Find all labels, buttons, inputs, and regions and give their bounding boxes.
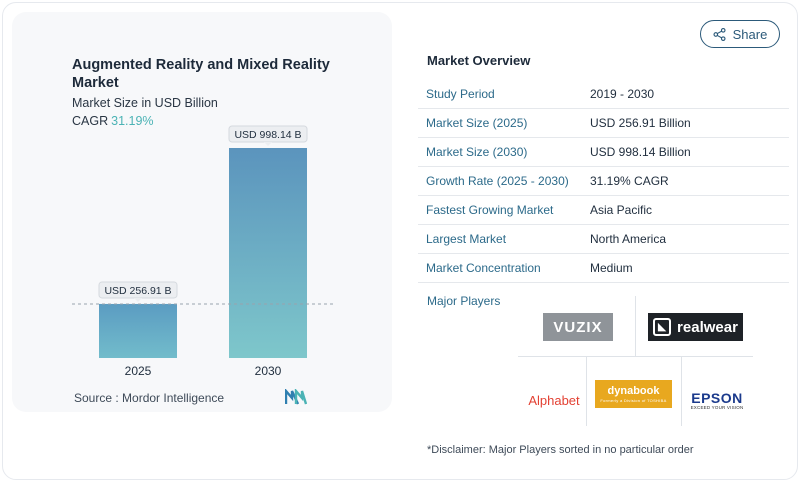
realwear-mark-icon: ◣: [653, 318, 672, 336]
overview-value: 31.19% CAGR: [590, 174, 669, 188]
dynabook-logo-text: dynabook: [607, 385, 660, 397]
players-grid-divider: [635, 296, 636, 356]
chart-subtitle: Market Size in USD Billion: [72, 96, 218, 110]
x-tick-label: 2030: [255, 364, 282, 378]
source-note: Source : Mordor Intelligence: [74, 391, 225, 405]
share-icon: [713, 27, 726, 41]
data-label-pointer: [264, 142, 272, 146]
epson-logo-text: EPSON: [691, 389, 743, 406]
overview-row-market-size-2030: Market Size (2030) USD 998.14 Billion: [418, 138, 789, 167]
overview-value: USD 998.14 Billion: [590, 145, 691, 159]
overview-row-study-period: Study Period 2019 - 2030: [418, 80, 789, 109]
players-grid-divider: [681, 356, 682, 426]
overview-label: Market Size (2030): [426, 145, 528, 159]
overview-row-concentration: Market Concentration Medium: [418, 254, 789, 283]
alphabet-logo-text: Alphabet: [528, 392, 580, 408]
overview-value: Medium: [590, 261, 633, 275]
x-tick-label: 2025: [125, 364, 152, 378]
data-label-pointer: [134, 297, 142, 302]
overview-label: Fastest Growing Market: [426, 203, 554, 217]
overview-row-largest-market: Largest Market North America: [418, 225, 789, 254]
alphabet-logo: Alphabet: [524, 390, 584, 410]
data-label: USD 998.14 B: [234, 129, 301, 141]
share-button[interactable]: Share: [700, 20, 780, 48]
epson-logo-tagline: EXCEED YOUR VISION: [690, 404, 744, 410]
players-grid-divider: [586, 356, 587, 426]
dynabook-logo: dynabook Formerly a Division of TOSHIBA: [595, 380, 672, 408]
overview-table: Study Period 2019 - 2030 Market Size (20…: [418, 80, 789, 283]
chart-cagr: CAGR 31.19%: [72, 114, 154, 128]
share-label: Share: [732, 26, 768, 42]
overview-label: Study Period: [426, 87, 495, 101]
overview-value: North America: [590, 232, 667, 246]
vuzix-logo-text: VUZIX: [553, 318, 603, 336]
major-players-label: Major Players: [427, 294, 501, 308]
chart-title: Augmented Reality and Mixed Reality Mark…: [72, 57, 330, 91]
cagr-label: CAGR: [72, 114, 109, 128]
overview-row-growth-rate: Growth Rate (2025 - 2030) 31.19% CAGR: [418, 167, 789, 196]
overview-row-fastest-growing: Fastest Growing Market Asia Pacific: [418, 196, 789, 225]
overview-label: Growth Rate (2025 - 2030): [426, 174, 569, 188]
overview-label: Largest Market: [426, 232, 507, 246]
overview-label: Market Concentration: [426, 261, 541, 275]
bar-chart: USD 256.91 B 2025 USD 998.14 B 2030: [72, 125, 336, 378]
bar-2025: [99, 303, 177, 358]
overview-value: Asia Pacific: [590, 203, 653, 217]
players-grid-divider: [518, 356, 753, 357]
cagr-value: 31.19%: [111, 114, 154, 128]
vuzix-logo: VUZIX: [543, 313, 613, 341]
bar-2030: [229, 148, 307, 358]
overview-title: Market Overview: [427, 53, 531, 68]
epson-logo: EPSON EXCEED YOUR VISION: [688, 388, 746, 412]
realwear-logo: ◣ realwear: [648, 313, 743, 341]
disclaimer: *Disclaimer: Major Players sorted in no …: [427, 444, 694, 456]
overview-value: 2019 - 2030: [590, 87, 655, 101]
dynabook-logo-tagline: Formerly a Division of TOSHIBA: [600, 398, 667, 403]
realwear-logo-text: realwear: [677, 318, 738, 336]
overview-label: Market Size (2025): [426, 116, 528, 130]
overview-row-market-size-2025: Market Size (2025) USD 256.91 Billion: [418, 109, 789, 138]
mordor-intelligence-logo-icon: [285, 389, 307, 405]
chart-panel: [12, 12, 392, 412]
overview-value: USD 256.91 Billion: [590, 116, 691, 130]
data-label: USD 256.91 B: [104, 285, 171, 297]
